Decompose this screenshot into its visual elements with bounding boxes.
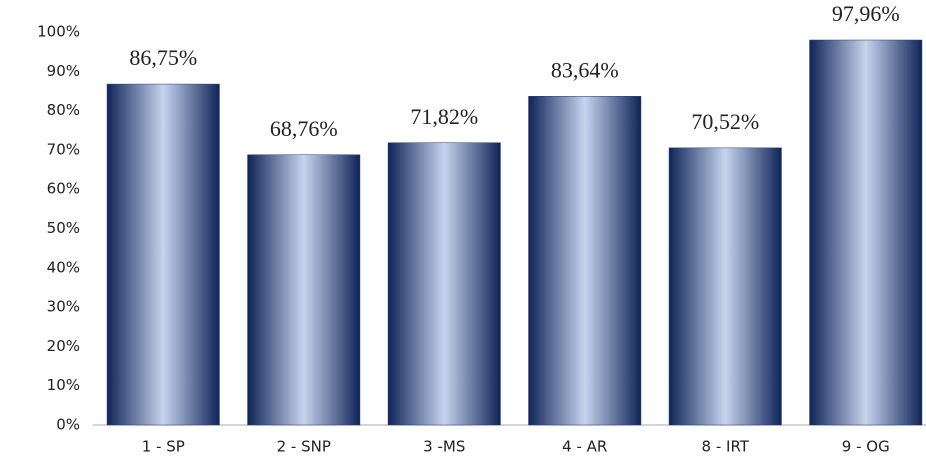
data-label: 97,96% — [832, 1, 900, 26]
y-tick-label: 80% — [47, 101, 80, 119]
data-label: 71,82% — [410, 104, 478, 129]
y-tick-label: 30% — [47, 298, 80, 316]
bar — [387, 142, 501, 426]
x-tick-label: 2 - SNP — [277, 438, 331, 456]
y-tick-label: 60% — [47, 180, 80, 198]
bar — [247, 154, 361, 426]
x-tick-label: 3 -MS — [423, 438, 465, 456]
bar — [668, 147, 782, 426]
data-label: 70,52% — [691, 109, 759, 134]
bar — [528, 96, 642, 426]
x-tick-label: 1 - SP — [142, 438, 185, 456]
x-tick-label: 9 - OG — [842, 438, 890, 456]
y-tick-label: 10% — [47, 376, 80, 394]
bar — [106, 83, 220, 426]
y-tick-label: 70% — [47, 140, 80, 158]
y-tick-label: 100% — [37, 23, 80, 41]
y-tick-label: 50% — [47, 219, 80, 237]
y-tick-label: 20% — [47, 337, 80, 355]
data-label: 83,64% — [551, 57, 619, 82]
data-label: 86,75% — [129, 45, 197, 70]
y-tick-label: 90% — [47, 62, 80, 80]
data-label: 68,76% — [270, 116, 338, 141]
bar — [809, 39, 923, 426]
y-tick-label: 40% — [47, 258, 80, 276]
x-tick-label: 4 - AR — [562, 438, 607, 456]
y-tick-label: 0% — [56, 416, 80, 434]
x-tick-label: 8 - IRT — [702, 438, 750, 456]
